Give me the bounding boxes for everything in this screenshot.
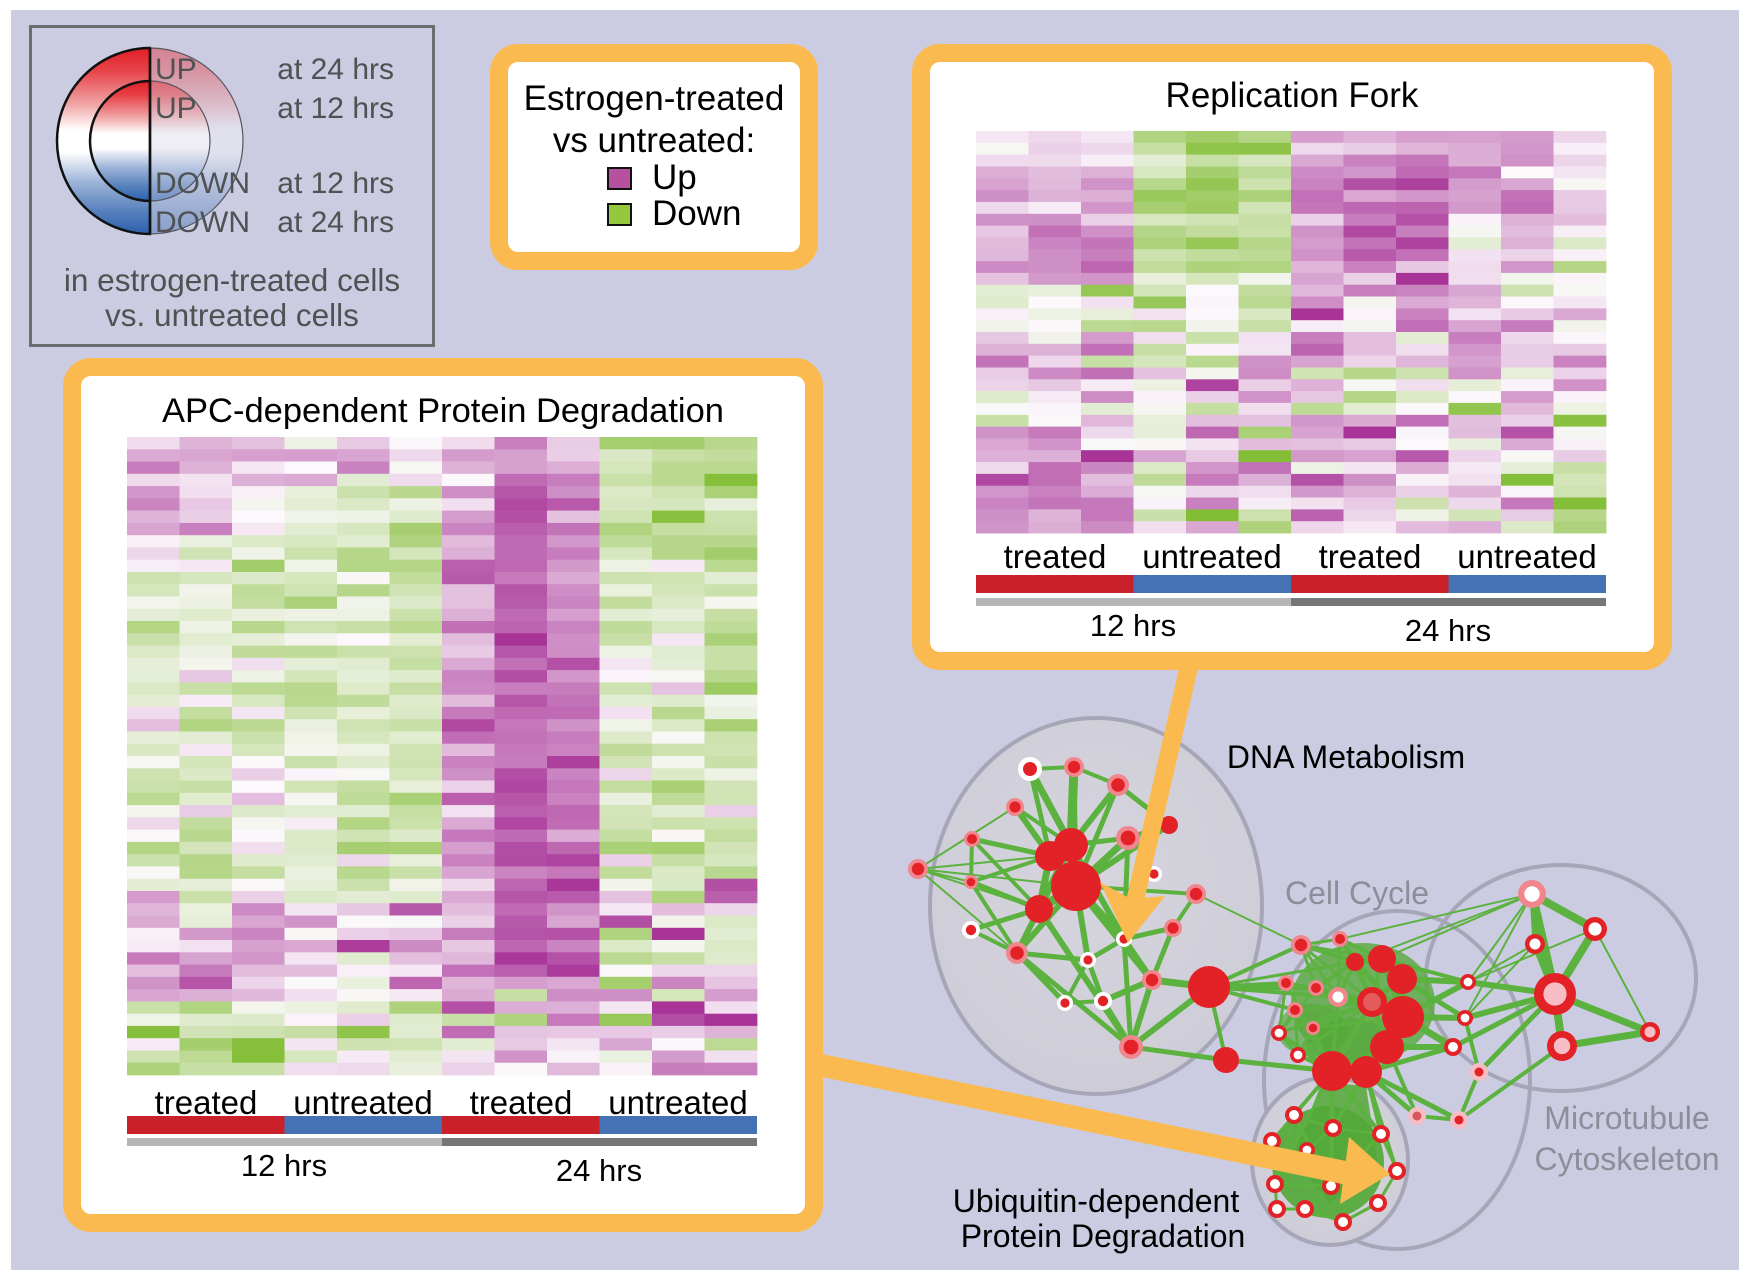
svg-text:treated: treated [1319, 538, 1422, 575]
svg-text:APC-dependent Protein Degradat: APC-dependent Protein Degradation [162, 392, 724, 430]
svg-text:DOWN: DOWN [155, 167, 250, 200]
svg-text:treated: treated [470, 1084, 573, 1121]
svg-text:Down: Down [652, 194, 741, 233]
svg-text:12 hrs: 12 hrs [1090, 608, 1176, 643]
svg-text:DOWN: DOWN [155, 206, 250, 239]
svg-text:untreated: untreated [293, 1084, 432, 1121]
svg-text:Microtubule: Microtubule [1544, 1100, 1709, 1136]
svg-text:UP: UP [155, 53, 197, 86]
svg-text:Ubiquitin-dependent: Ubiquitin-dependent [953, 1183, 1240, 1219]
svg-text:in estrogen-treated cells: in estrogen-treated cells [64, 262, 400, 298]
svg-text:at 12 hrs: at 12 hrs [277, 167, 394, 200]
svg-text:Up: Up [652, 158, 697, 197]
svg-text:untreated: untreated [608, 1084, 747, 1121]
svg-text:untreated: untreated [1457, 538, 1596, 575]
svg-text:at 24 hrs: at 24 hrs [277, 53, 394, 86]
svg-text:vs. untreated cells: vs. untreated cells [105, 297, 359, 333]
svg-text:treated: treated [1004, 538, 1107, 575]
svg-text:Protein Degradation: Protein Degradation [961, 1218, 1246, 1254]
svg-text:DNA Metabolism: DNA Metabolism [1227, 739, 1465, 775]
svg-text:Replication Fork: Replication Fork [1166, 76, 1419, 115]
svg-text:UP: UP [155, 92, 197, 125]
svg-text:Cell Cycle: Cell Cycle [1285, 875, 1429, 911]
svg-text:24 hrs: 24 hrs [1405, 613, 1491, 648]
svg-text:12 hrs: 12 hrs [241, 1148, 327, 1183]
svg-text:Estrogen-treated: Estrogen-treated [524, 79, 785, 118]
svg-text:at 24 hrs: at 24 hrs [277, 206, 394, 239]
svg-text:untreated: untreated [1142, 538, 1281, 575]
svg-text:Cytoskeleton: Cytoskeleton [1535, 1141, 1720, 1177]
svg-text:treated: treated [155, 1084, 258, 1121]
svg-text:vs untreated:: vs untreated: [553, 121, 755, 160]
svg-text:24 hrs: 24 hrs [556, 1153, 642, 1188]
svg-text:at 12 hrs: at 12 hrs [277, 92, 394, 125]
